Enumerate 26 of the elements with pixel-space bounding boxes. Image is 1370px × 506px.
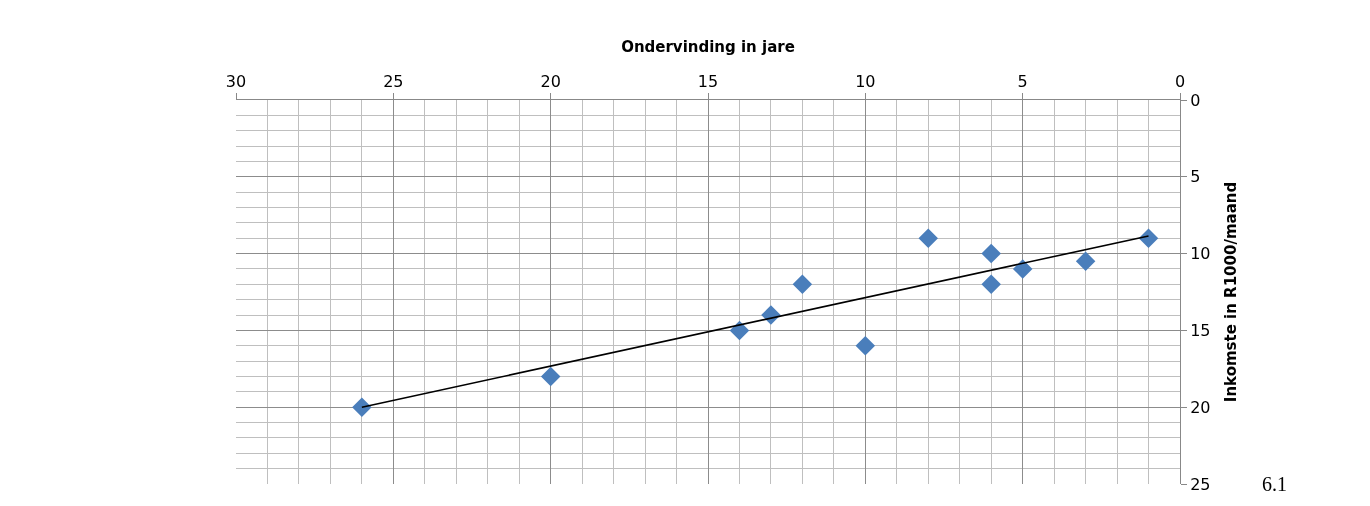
text: 6.1 — [1262, 473, 1287, 495]
x-tick-label: 5 — [1017, 71, 1028, 91]
x-tick-label: 25 — [383, 71, 404, 91]
point — [1075, 251, 1096, 272]
x-tick-label: 20 — [540, 71, 561, 91]
y-tick-label: 0 — [1190, 90, 1201, 110]
y-tick-label: 5 — [1190, 167, 1201, 187]
point — [352, 397, 372, 417]
x-tick-label: 10 — [855, 71, 876, 91]
point — [792, 274, 813, 295]
x-tick-label: 0 — [1174, 71, 1186, 91]
y-tick-label: 10 — [1190, 244, 1211, 264]
point — [981, 243, 1001, 264]
x-tick-label: 30 — [225, 71, 247, 91]
point — [981, 274, 1001, 295]
point — [540, 366, 561, 387]
y-axis-title: Inkomste in R1000/maand — [1221, 181, 1240, 403]
point — [1138, 228, 1159, 248]
y-tick-label: 20 — [1190, 397, 1211, 417]
point — [918, 228, 939, 248]
y-tick-label: 25 — [1190, 474, 1211, 494]
x-axis-title: Ondervinding in jare — [621, 37, 795, 56]
point — [1012, 259, 1033, 279]
point — [855, 336, 876, 356]
y-tick-label: 15 — [1190, 321, 1211, 340]
x-tick-label: 15 — [697, 71, 719, 91]
